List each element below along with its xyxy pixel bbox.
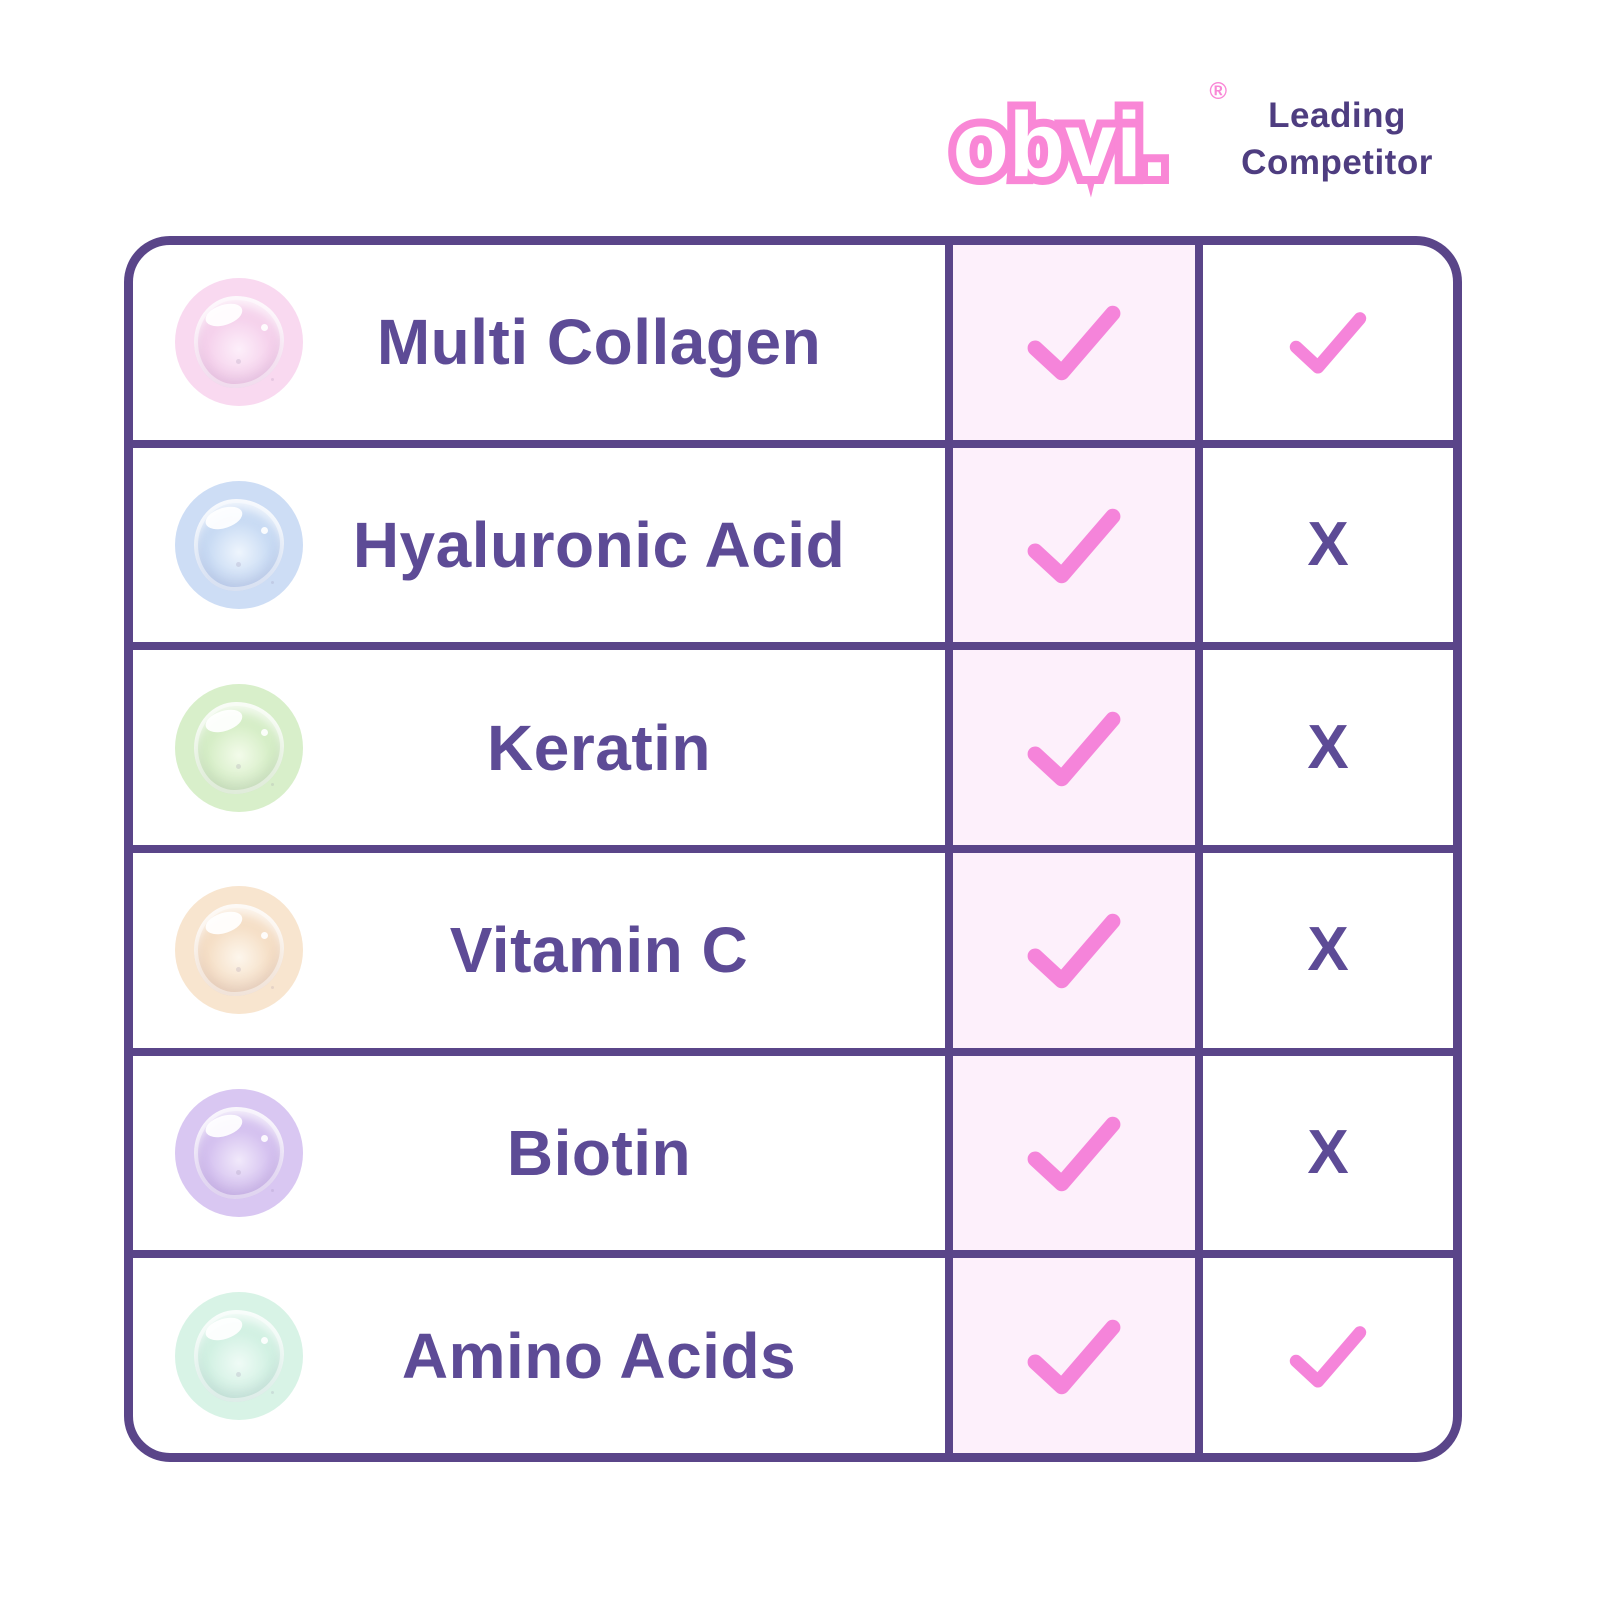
ingredient-cell: Multi Collagen xyxy=(133,245,945,440)
obvi-value-cell: X xyxy=(945,1055,1203,1251)
ingredient-label: Hyaluronic Acid xyxy=(352,509,846,581)
obvi-wordmark-fill: obvi. xyxy=(952,94,1168,196)
check-icon xyxy=(1027,1116,1121,1192)
gel-drop xyxy=(194,1309,284,1402)
ingredient-label: Keratin xyxy=(487,711,711,784)
table-row: Amino Acids X X xyxy=(133,1250,1453,1453)
table-row: Vitamin C X X xyxy=(133,845,1453,1048)
table-row: Biotin X X xyxy=(133,1047,1453,1251)
mint-gel-drop-icon xyxy=(175,1291,303,1420)
gel-drop xyxy=(194,498,284,592)
ingredient-cell: Amino Acids xyxy=(133,1258,945,1453)
x-icon: X xyxy=(1307,510,1349,579)
competitor-value-cell: X xyxy=(1203,245,1453,440)
pink-gel-drop-icon xyxy=(175,278,303,407)
gel-drop xyxy=(194,296,284,389)
purple-gel-drop-icon xyxy=(175,1089,303,1218)
gel-drop xyxy=(194,904,284,997)
ingredient-label: Vitamin C xyxy=(449,914,749,987)
x-icon: X xyxy=(1307,915,1349,985)
gel-drop xyxy=(194,1106,284,1200)
obvi-wordmark: obvi. obvi. xyxy=(945,91,1176,199)
check-icon xyxy=(1027,508,1121,584)
comparison-table: Multi Collagen X X Hyaluronic Acid X xyxy=(124,236,1462,1462)
ingredient-cell: Keratin xyxy=(133,650,945,845)
obvi-value-cell: X xyxy=(945,650,1203,846)
ingredient-cell: Vitamin C xyxy=(133,853,945,1048)
competitor-value-cell: X xyxy=(1203,1258,1453,1453)
table-row: Keratin X X xyxy=(133,642,1453,846)
check-icon xyxy=(1027,711,1121,786)
peach-gel-drop-icon xyxy=(175,886,303,1015)
competitor-value-cell: X xyxy=(1203,448,1453,643)
obvi-value-cell: X xyxy=(945,245,1203,440)
registered-trademark-icon: ® xyxy=(1209,78,1227,105)
obvi-value-cell: X xyxy=(945,1258,1203,1453)
check-icon xyxy=(1027,1319,1121,1394)
blue-gel-drop-icon xyxy=(175,481,303,609)
competitor-value-cell: X xyxy=(1203,650,1453,845)
x-icon: X xyxy=(1307,712,1349,782)
check-icon xyxy=(1289,1325,1367,1388)
check-icon xyxy=(1289,312,1367,374)
ingredient-label: Biotin xyxy=(506,1117,692,1190)
green-gel-drop-icon xyxy=(175,683,303,812)
obvi-logo: obvi. obvi. ® xyxy=(905,78,1227,210)
page-header: obvi. obvi. ® Leading Competitor xyxy=(0,0,1600,234)
ingredient-cell: Biotin xyxy=(133,1056,945,1251)
ingredient-cell: Hyaluronic Acid xyxy=(133,448,945,643)
obvi-value-cell: X xyxy=(945,447,1203,643)
ingredient-label: Amino Acids xyxy=(401,1319,797,1392)
competitor-value-cell: X xyxy=(1203,1056,1453,1251)
obvi-wordmark-outline: obvi. xyxy=(945,91,1176,199)
table-row: Multi Collagen X X xyxy=(133,245,1453,440)
check-icon xyxy=(1027,914,1121,989)
table-row: Hyaluronic Acid X X xyxy=(133,439,1453,643)
x-icon: X xyxy=(1307,1118,1349,1188)
competitor-value-cell: X xyxy=(1203,853,1453,1048)
competitor-column-header: Leading Competitor xyxy=(1241,96,1433,183)
obvi-value-cell: X xyxy=(945,853,1203,1048)
check-icon xyxy=(1027,306,1121,381)
gel-drop xyxy=(194,701,284,794)
ingredient-label: Multi Collagen xyxy=(376,306,822,379)
